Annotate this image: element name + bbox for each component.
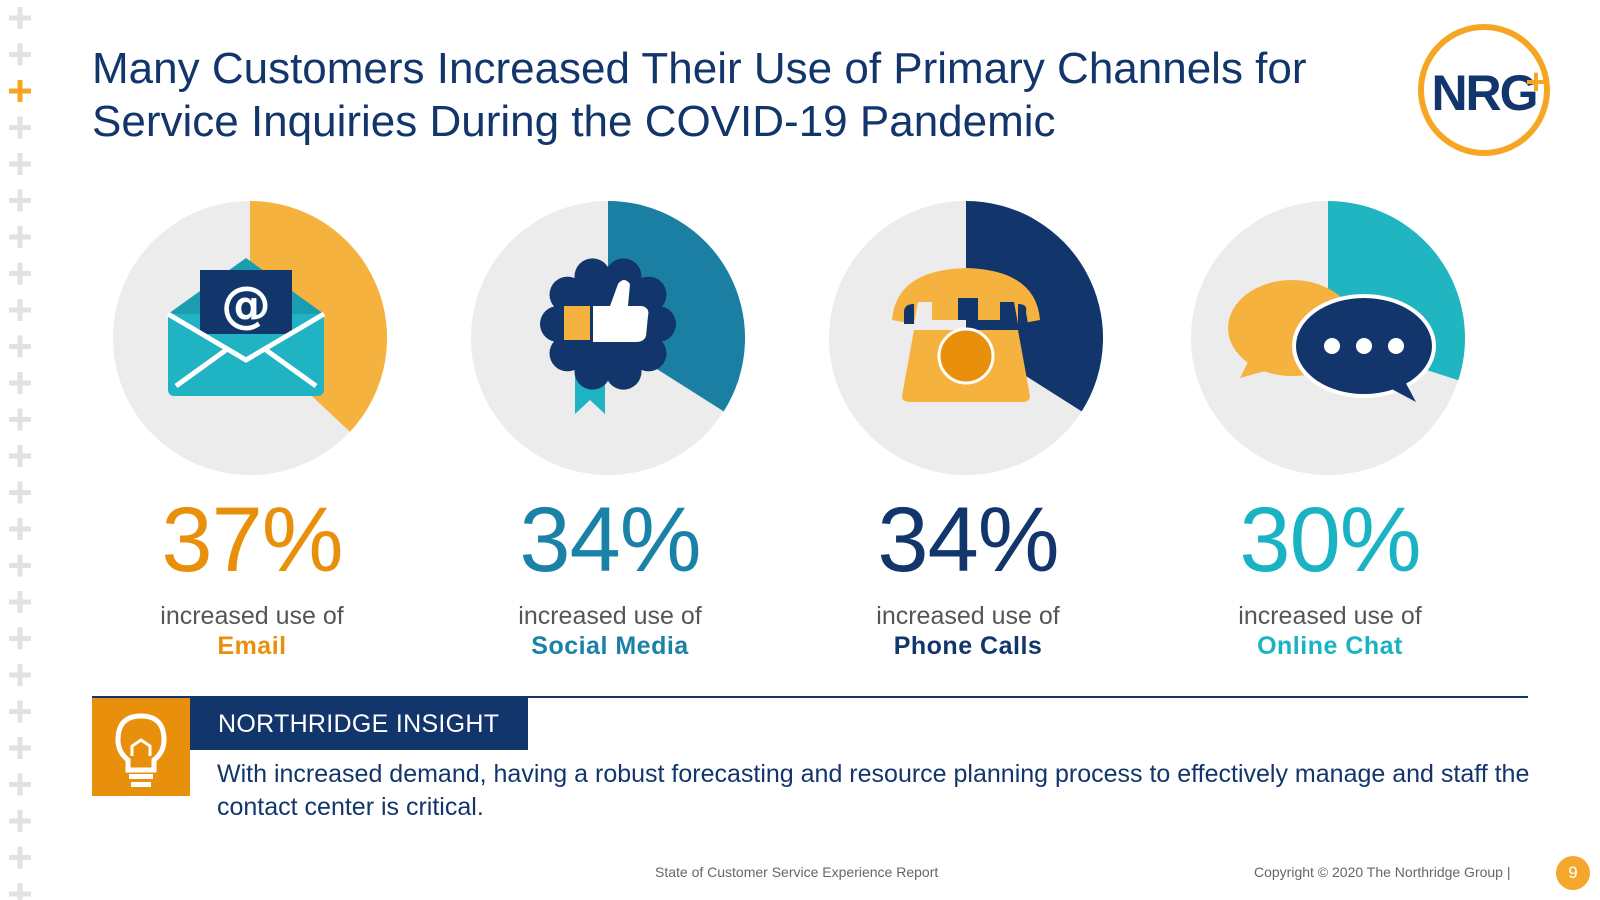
email-icon: @ — [166, 258, 326, 396]
chart-social-media — [471, 201, 746, 475]
chart-email: @ — [113, 200, 388, 475]
chat-bubbles-icon — [1228, 280, 1436, 402]
caption-online-chat: increased use of — [1238, 602, 1422, 630]
caption-social-media: increased use of — [518, 602, 702, 630]
thumbs-up-badge-icon — [540, 258, 676, 414]
chart-phone-calls — [829, 201, 1104, 475]
channel-social-media: Social Media — [531, 632, 689, 660]
nrg-logo: NRG + — [1418, 24, 1550, 156]
footer-report-title: State of Customer Service Experience Rep… — [655, 864, 939, 880]
percent-phone-calls: 34% — [877, 489, 1059, 591]
insight-heading: NORTHRIDGE INSIGHT — [190, 698, 528, 750]
logo-text: NRG — [1431, 65, 1536, 121]
caption-email: increased use of — [160, 602, 344, 630]
channel-online-chat: Online Chat — [1257, 632, 1403, 660]
insight-icon-box — [92, 698, 190, 796]
footer-copyright: Copyright © 2020 The Northridge Group | — [1254, 864, 1511, 880]
lightbulb-icon — [115, 713, 167, 787]
page-number: 9 — [1556, 856, 1590, 890]
rotary-phone-icon — [892, 268, 1040, 402]
page-title: Many Customers Increased Their Use of Pr… — [92, 42, 1352, 148]
percent-email: 37% — [161, 489, 343, 591]
stat-online-chat: 30% increased use of Online Chat — [1180, 200, 1480, 670]
channel-email: Email — [217, 632, 287, 660]
title-line-2: Service Inquiries During the COVID-19 Pa… — [92, 97, 1056, 146]
decorative-plus-strip — [9, 7, 31, 900]
caption-phone-calls: increased use of — [876, 602, 1060, 630]
percent-social-media: 34% — [519, 489, 701, 591]
insight-body: With increased demand, having a robust f… — [217, 760, 1530, 821]
channel-phone-calls: Phone Calls — [893, 632, 1043, 660]
insight-divider — [92, 696, 1528, 698]
stat-phone-calls: 34% increased use of Phone Calls — [818, 200, 1118, 670]
stat-email: @ 37% increased use of Email — [102, 200, 402, 670]
title-line-1: Many Customers Increased Their Use of Pr… — [92, 44, 1307, 93]
stat-social-media: 34% increased use of Social Media — [460, 200, 760, 670]
chart-online-chat — [1191, 201, 1465, 475]
percent-online-chat: 30% — [1239, 489, 1421, 591]
logo-plus: + — [1525, 61, 1546, 102]
at-symbol: @ — [221, 276, 271, 334]
